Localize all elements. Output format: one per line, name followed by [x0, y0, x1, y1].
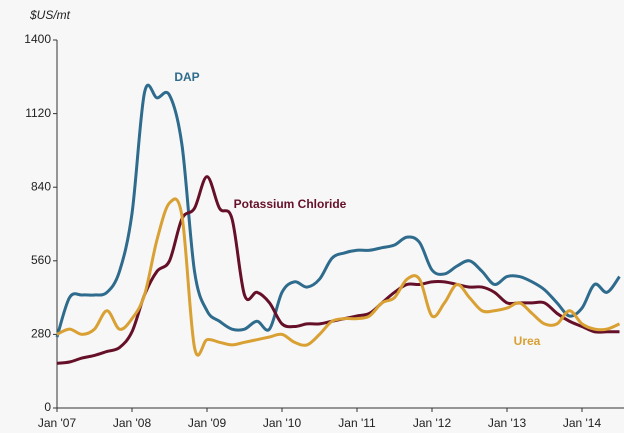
x-tick-label: Jan '08 — [113, 416, 152, 430]
x-tick-label: Jan '13 — [488, 416, 527, 430]
series-label: Potassium Chloride — [234, 197, 347, 211]
x-tick-label: Jan '07 — [38, 416, 77, 430]
y-tick-label: 0 — [44, 400, 51, 414]
series-label: DAP — [174, 70, 199, 84]
y-tick-label: 1400 — [24, 32, 51, 46]
series-label: Urea — [514, 334, 541, 348]
y-tick-label: 1120 — [25, 106, 51, 120]
x-tick-label: Jan '10 — [263, 416, 302, 430]
y-tick-label: 280 — [31, 327, 51, 341]
series-line — [56, 197, 621, 357]
series-line — [55, 83, 621, 338]
y-tick-label: 560 — [31, 253, 51, 267]
x-tick-label: Jan '12 — [413, 416, 452, 430]
x-tick-label: Jan '11 — [338, 416, 376, 430]
y-axis-label: $US/mt — [29, 8, 71, 22]
y-tick-label: 840 — [31, 179, 51, 193]
x-tick-label: Jan '14 — [563, 416, 602, 430]
x-tick-label: Jan '09 — [188, 416, 227, 430]
